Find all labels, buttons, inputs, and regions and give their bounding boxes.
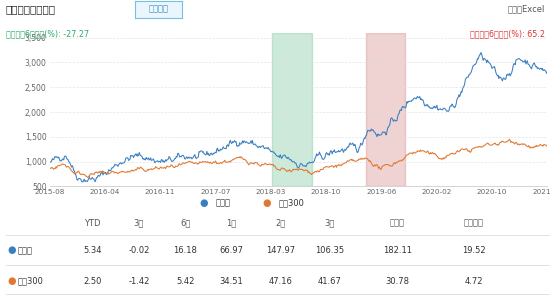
Text: 6月: 6月 xyxy=(180,218,190,228)
Text: 5.34: 5.34 xyxy=(84,246,102,255)
Bar xyxy=(366,33,405,186)
Text: 47.16: 47.16 xyxy=(268,276,293,286)
Text: 2年: 2年 xyxy=(276,218,285,228)
Text: 总回报: 总回报 xyxy=(390,218,405,228)
Text: -0.02: -0.02 xyxy=(128,246,150,255)
Text: 41.67: 41.67 xyxy=(317,276,342,286)
Text: 66.97: 66.97 xyxy=(219,246,244,255)
Text: 最差连续6月回报(%): -27.27: 最差连续6月回报(%): -27.27 xyxy=(6,30,89,38)
Text: 16.18: 16.18 xyxy=(173,246,197,255)
Text: 厉叶淼: 厉叶淼 xyxy=(216,198,230,207)
Text: 182.11: 182.11 xyxy=(383,246,412,255)
Text: 沪深300: 沪深300 xyxy=(279,198,305,207)
Text: 厉叶淼: 厉叶淼 xyxy=(18,246,33,255)
Text: ●: ● xyxy=(7,276,15,286)
Text: 4.72: 4.72 xyxy=(465,276,483,286)
Text: 1年: 1年 xyxy=(227,218,236,228)
Text: 3月: 3月 xyxy=(134,218,144,228)
Text: 5.42: 5.42 xyxy=(176,276,194,286)
Bar xyxy=(272,33,312,186)
Text: 导出到Excel: 导出到Excel xyxy=(507,4,544,13)
Text: 3年: 3年 xyxy=(324,218,334,228)
Text: 19.52: 19.52 xyxy=(462,246,486,255)
Text: 147.97: 147.97 xyxy=(266,246,295,255)
Text: 沪深300: 沪深300 xyxy=(18,276,44,286)
Text: 106.35: 106.35 xyxy=(315,246,344,255)
Text: 2.50: 2.50 xyxy=(84,276,102,286)
Text: ●: ● xyxy=(262,198,271,208)
Text: 公募偏股: 公募偏股 xyxy=(148,5,168,14)
Text: YTD: YTD xyxy=(84,218,101,228)
Text: 投资经理指数表现: 投资经理指数表现 xyxy=(6,4,56,15)
Text: -1.42: -1.42 xyxy=(128,276,150,286)
Text: 年化回报: 年化回报 xyxy=(464,218,484,228)
Text: ●: ● xyxy=(7,245,15,255)
Text: ●: ● xyxy=(199,198,208,208)
Text: 30.78: 30.78 xyxy=(386,276,410,286)
Text: 34.51: 34.51 xyxy=(219,276,243,286)
Text: 最高连续6月回报(%): 65.2: 最高连续6月回报(%): 65.2 xyxy=(470,30,544,38)
